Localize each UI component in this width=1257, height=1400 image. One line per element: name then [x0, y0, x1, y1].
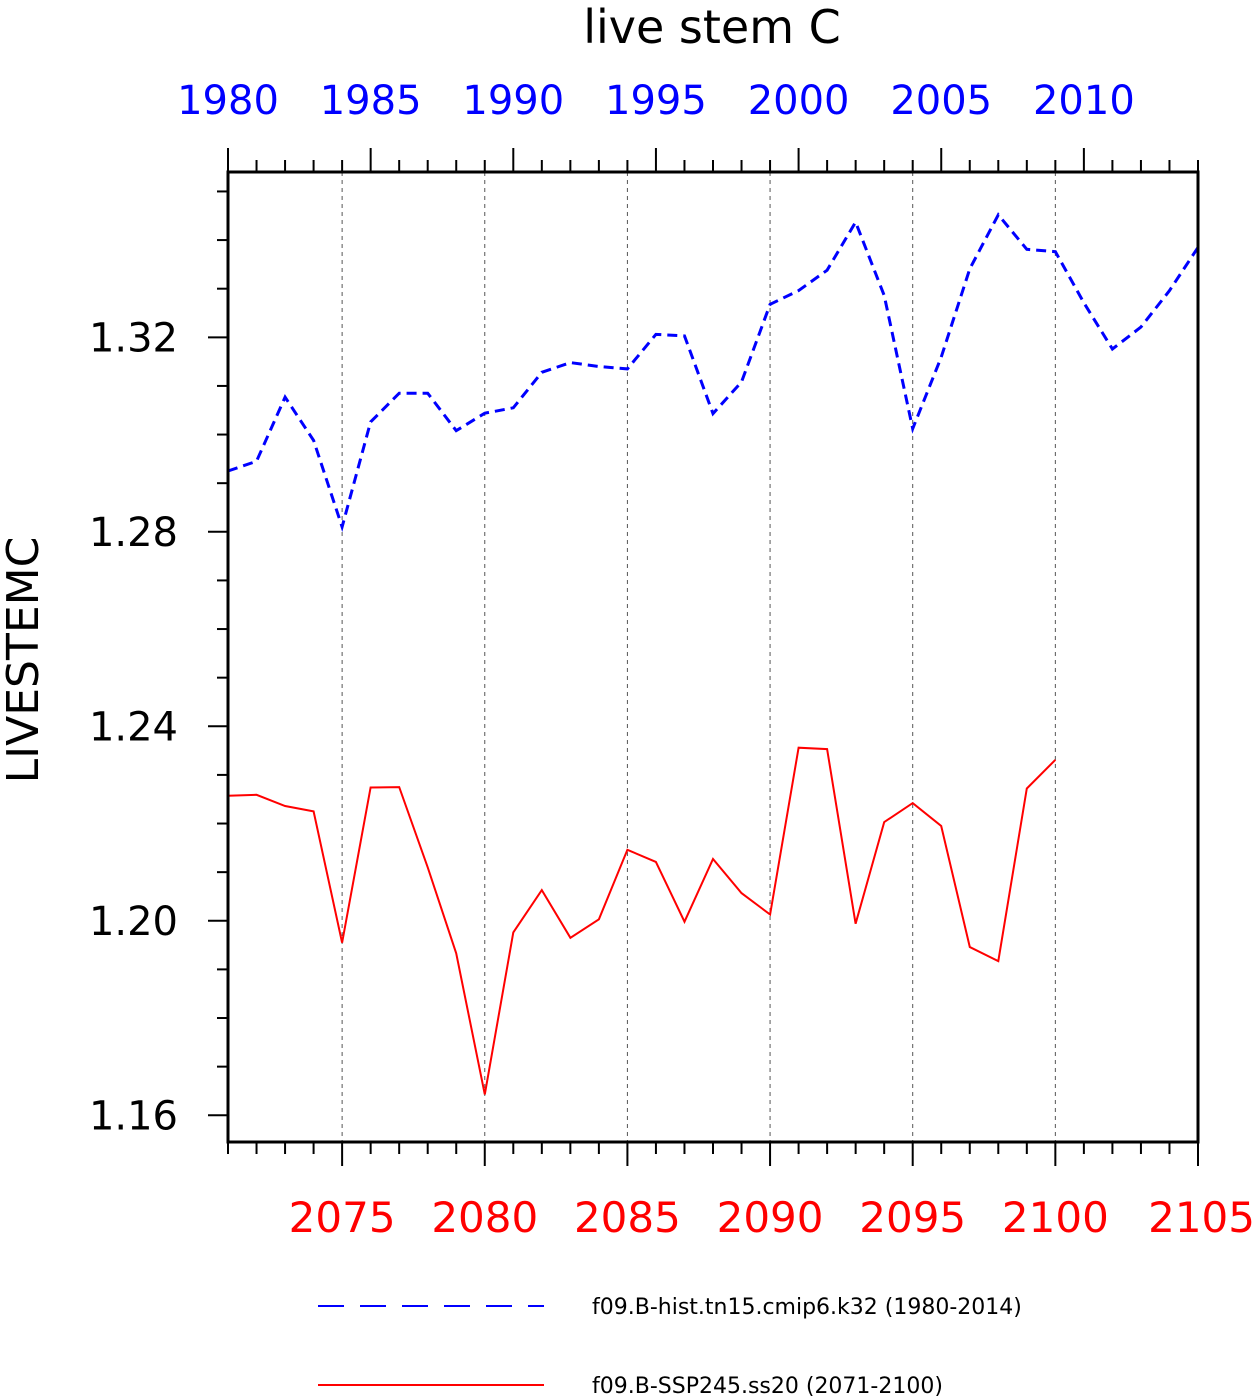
data-point [1140, 327, 1141, 328]
data-point [827, 270, 828, 271]
data-point [912, 428, 913, 429]
data-point [627, 849, 628, 850]
data-point [684, 921, 685, 922]
data-point [513, 407, 514, 408]
data-point [285, 397, 286, 398]
data-point [969, 268, 970, 269]
data-point [256, 794, 257, 795]
y-tick-labels: 1.16 1.20 1.24 1.28 1.32 [89, 315, 178, 1139]
top-x-tick-label: 2000 [748, 78, 850, 124]
data-point [427, 393, 428, 394]
data-point [941, 357, 942, 358]
data-point [570, 937, 571, 938]
data-point [741, 382, 742, 383]
data-point [456, 953, 457, 954]
data-point [1026, 788, 1027, 789]
data-point [370, 421, 371, 422]
data-point [598, 366, 599, 367]
data-point [1026, 249, 1027, 250]
series-lines [227, 212, 1200, 1095]
data-point [1112, 348, 1113, 349]
data-point [941, 825, 942, 826]
data-point [1169, 290, 1170, 291]
data-point [798, 290, 799, 291]
data-point [912, 803, 913, 804]
data-point [713, 413, 714, 414]
data-point [399, 393, 400, 394]
data-point [884, 295, 885, 296]
data-point [855, 222, 856, 223]
y-tick-label: 1.24 [89, 704, 178, 750]
data-point [969, 947, 970, 948]
data-point [513, 932, 514, 933]
data-point [627, 368, 628, 369]
top-x-tick-label: 2010 [1033, 78, 1135, 124]
data-point [427, 867, 428, 868]
bottom-x-tick-label: 2090 [717, 1193, 824, 1242]
data-point [998, 961, 999, 962]
series-line-1 [227, 746, 1057, 1095]
data-point [855, 923, 856, 924]
bottom-x-tick-label: 2075 [289, 1193, 396, 1242]
series-line-0 [227, 212, 1200, 533]
data-point [684, 335, 685, 336]
data-point [399, 787, 400, 788]
bottom-x-tick-label: 2085 [574, 1193, 681, 1242]
bottom-x-tick-label: 2095 [859, 1193, 966, 1242]
y-axis-label: LIVESTEMC [0, 537, 49, 784]
data-point [827, 749, 828, 750]
top-x-tick-label: 1990 [462, 78, 564, 124]
data-point [655, 334, 656, 335]
plot-frame [226, 170, 1200, 1144]
legend-label-hist: f09.B-hist.tn15.cmip6.k32 (1980-2014) [592, 1295, 1022, 1320]
bottom-x-tick-label: 2100 [1002, 1193, 1109, 1242]
chart-title: live stem C [583, 0, 841, 54]
data-point [456, 430, 457, 431]
top-x-tick-labels: 1980 1985 1990 1995 2000 2005 2010 [177, 78, 1135, 124]
data-point [1083, 302, 1084, 303]
data-point [541, 890, 542, 891]
bottom-x-tick-labels: 2075 2080 2085 2090 2095 2100 2105 [289, 1193, 1255, 1242]
axis-ticks [208, 148, 1199, 1166]
data-point [370, 787, 371, 788]
legend-label-ssp: f09.B-SSP245.ss20 (2071-2100) [592, 1374, 943, 1399]
data-point [884, 822, 885, 823]
data-point [770, 304, 771, 305]
top-x-tick-label: 1980 [177, 78, 279, 124]
top-x-tick-label: 1995 [605, 78, 707, 124]
data-point [1055, 759, 1056, 760]
data-point [798, 747, 799, 748]
data-point [285, 806, 286, 807]
y-tick-label: 1.20 [89, 899, 178, 945]
bottom-x-tick-label: 2105 [1148, 1193, 1255, 1242]
data-point [770, 914, 771, 915]
data-point [313, 811, 314, 812]
data-point [1055, 251, 1056, 252]
data-point [313, 440, 314, 441]
y-tick-label: 1.32 [89, 315, 178, 361]
data-point [342, 526, 343, 527]
legend: f09.B-hist.tn15.cmip6.k32 (1980-2014) f0… [318, 1295, 1022, 1399]
data-point [598, 919, 599, 920]
y-tick-label: 1.16 [89, 1093, 178, 1139]
data-point [256, 461, 257, 462]
grid-lines [341, 172, 1056, 1142]
data-point [342, 942, 343, 943]
top-x-tick-label: 2005 [890, 78, 992, 124]
data-point [998, 214, 999, 215]
data-point [655, 861, 656, 862]
data-point [713, 859, 714, 860]
data-point [541, 372, 542, 373]
top-x-tick-label: 1985 [320, 78, 422, 124]
data-point [570, 362, 571, 363]
data-point [741, 893, 742, 894]
data-point [484, 413, 485, 414]
bottom-x-tick-label: 2080 [431, 1193, 538, 1242]
data-point [484, 1094, 485, 1095]
y-tick-label: 1.28 [89, 510, 178, 556]
